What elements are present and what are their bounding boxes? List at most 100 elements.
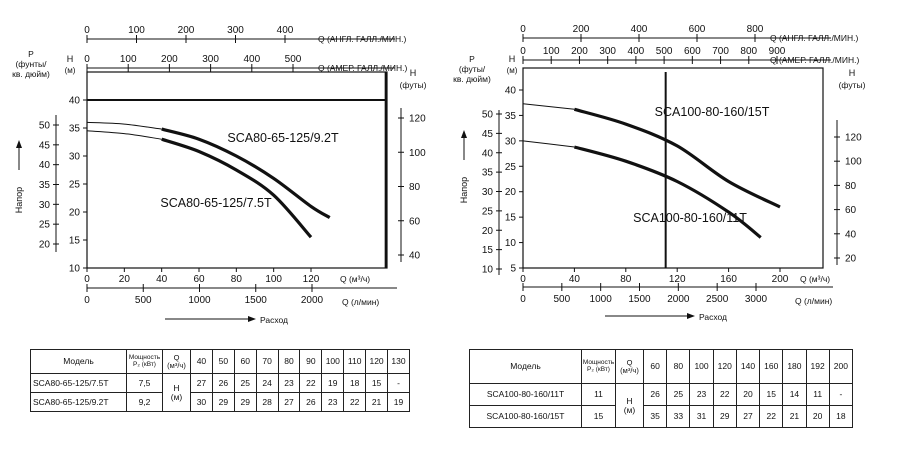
head-value: 15: [365, 373, 389, 393]
curve-label: SCA80-65-125/9.2T: [227, 131, 339, 145]
head-value: 29: [712, 405, 737, 428]
q-value: 120: [365, 349, 389, 374]
tick-label: 5: [510, 264, 516, 275]
tick-label: 80: [620, 274, 632, 285]
head-value: 20: [735, 383, 761, 406]
head-value: 19: [387, 392, 410, 412]
tick-label: 300: [599, 46, 616, 57]
head-value: 27: [190, 373, 213, 393]
tick-label: 200: [161, 54, 178, 65]
tick-label: 60: [409, 216, 421, 227]
tick-label: 120: [303, 274, 320, 285]
tick-label: 900: [769, 46, 786, 57]
head-value: 26: [211, 373, 235, 393]
tick-label: 30: [505, 136, 517, 147]
tick-label: 100: [120, 54, 137, 65]
head-value: 23: [321, 392, 345, 412]
head-value: 33: [666, 405, 691, 428]
head-value: 20: [805, 405, 830, 428]
q-value: 100: [321, 349, 345, 374]
pump-curve-1: [161, 127, 331, 219]
tick-label: 10: [69, 264, 81, 275]
tick-label: 1000: [188, 295, 211, 306]
tick-label: 60: [193, 274, 205, 285]
power-value: 15: [581, 405, 616, 428]
tick-label: 20: [119, 274, 131, 285]
curve-label: SCA100-80-160/11T: [633, 211, 747, 225]
tick-label: 45: [39, 140, 51, 151]
head-value: 27: [277, 392, 301, 412]
tick-label: 35: [69, 124, 81, 135]
q-value: 140: [735, 349, 761, 384]
q-value: 160: [759, 349, 784, 384]
tick-label: 50: [482, 110, 494, 121]
left-performance-table: Модель Мощность P₂ (кВт) Q (м³/ч) 40 50 60…: [30, 349, 410, 412]
tick-label: 500: [656, 46, 673, 57]
axis-label: Расход: [699, 312, 727, 322]
q-value: 130: [387, 349, 410, 374]
tick-label: 40: [505, 86, 517, 97]
tick-label: 2000: [301, 295, 324, 306]
tick-label: 1500: [245, 295, 268, 306]
tick-label: 35: [482, 168, 494, 179]
tick-label: 2500: [706, 294, 729, 305]
head-value: 26: [299, 392, 323, 412]
power-header: Мощность P₂ (кВт): [581, 349, 616, 384]
tick-label: 3000: [745, 294, 768, 305]
axis-label: H: [410, 68, 417, 78]
tick-label: 800: [740, 46, 757, 57]
head-value: 28: [255, 392, 279, 412]
tick-label: 0: [520, 294, 526, 305]
head-value: 15: [759, 383, 784, 406]
axis-label: P: [28, 49, 34, 59]
q-value: 192: [805, 349, 830, 384]
axis-label: кв. дюйм): [12, 69, 50, 79]
head-value: 23: [277, 373, 301, 393]
tick-label: 0: [520, 46, 526, 57]
x-axis-title: Q (л/мин): [795, 296, 832, 306]
tick-label: 45: [482, 129, 494, 140]
arrow-head: [461, 130, 467, 138]
tick-label: 600: [689, 24, 706, 35]
head-value: 30: [190, 392, 213, 412]
tick-label: 120: [845, 133, 862, 144]
tick-label: 400: [628, 46, 645, 57]
tick-label: 35: [39, 180, 51, 191]
q-value: 80: [277, 349, 301, 374]
head-value: 22: [759, 405, 784, 428]
head-value: 26: [642, 383, 668, 406]
power-header: Мощность P₂ (кВт): [126, 349, 163, 374]
tick-label: 500: [135, 295, 152, 306]
head-value: 14: [782, 383, 807, 406]
head-value: 21: [365, 392, 389, 412]
tick-label: 20: [482, 226, 494, 237]
tick-label: 200: [573, 24, 590, 35]
tick-label: 80: [231, 274, 243, 285]
q-value: 60: [642, 349, 668, 384]
head-value: 23: [689, 383, 714, 406]
head-value: 18: [343, 373, 367, 393]
tick-label: 600: [684, 46, 701, 57]
axis-label: Q (АНГЛ. ГАЛЛ./МИН.): [770, 33, 858, 43]
arrow-head: [248, 316, 256, 322]
axis-label: (м): [65, 66, 76, 75]
tick-label: 500: [553, 294, 570, 305]
head-value: 25: [233, 373, 257, 393]
axis-label: Q (АМЕР. ГАЛЛ./МИН.): [770, 55, 859, 65]
tick-label: 40: [39, 160, 51, 171]
axis-label: (футы/: [459, 64, 486, 74]
q-value: 110: [343, 349, 367, 374]
model-header: Модель: [30, 349, 127, 374]
axis-label: (фунты/: [15, 59, 47, 69]
power-value: 11: [581, 383, 616, 406]
q-value: 90: [299, 349, 323, 374]
tick-label: 200: [571, 46, 588, 57]
tick-label: 35: [505, 111, 517, 122]
curve-label: SCA100-80-160/15T: [655, 105, 770, 119]
right-performance-table: Модель Мощность P₂ (кВт) Q (м³/ч) 60 80 10…: [469, 349, 854, 428]
arrow-head: [687, 313, 695, 319]
model-header: Модель: [469, 349, 582, 384]
tick-label: 100: [128, 25, 145, 36]
tick-label: 0: [84, 54, 90, 65]
